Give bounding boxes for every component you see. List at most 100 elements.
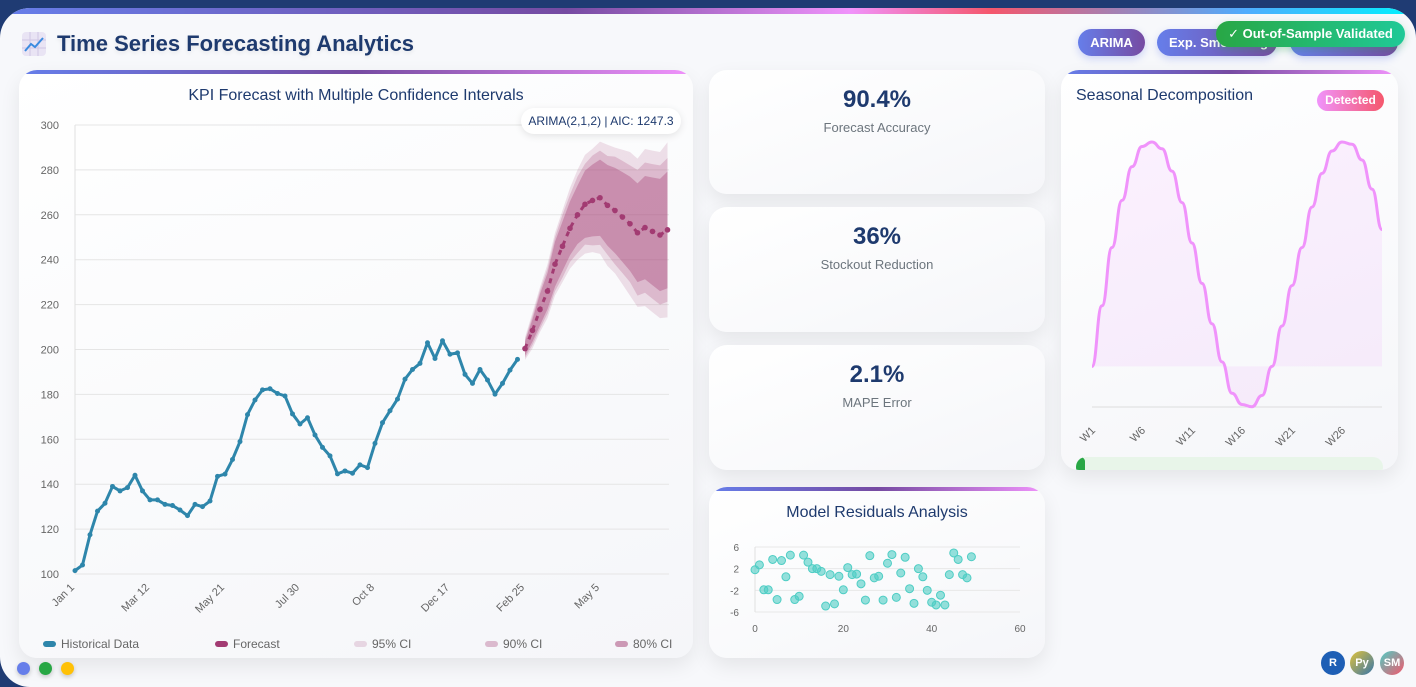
legend-label: 90% CI (503, 637, 543, 651)
residual-point (830, 599, 839, 609)
residual-point (799, 550, 809, 560)
x-tick-label: 0 (752, 624, 758, 635)
x-tick-label: Jul 30 (273, 582, 302, 611)
chart-title: KPI Forecast with Multiple Confidence In… (188, 87, 524, 104)
legend-forecast[interactable]: Forecast (215, 637, 280, 651)
model-annotation: ARIMA(2,1,2) | AIC: 1247.3 (521, 108, 681, 134)
historical-point (237, 439, 243, 445)
historical-point (500, 380, 505, 386)
historical-point (102, 500, 108, 506)
status-dot-blue (17, 662, 30, 675)
residual-point (816, 566, 826, 576)
forecast-point (537, 306, 543, 313)
x-tick-label: Feb 25 (494, 582, 527, 615)
historical-point (110, 483, 115, 489)
historical-point (125, 485, 130, 491)
historical-point (72, 568, 78, 574)
forecast-point (529, 327, 536, 334)
historical-point (387, 408, 393, 414)
forecast-point (582, 201, 588, 208)
historical-point (342, 468, 348, 474)
kpi-label: MAPE Error (842, 395, 912, 410)
detected-badge: Detected (1317, 90, 1384, 111)
residual-point (966, 552, 976, 562)
forecast-chart: 100 120 140 160 180 200 220 240 260 280 300 Jan 1 Ma… (41, 120, 671, 616)
residual-point (856, 579, 866, 589)
kpi-card-mape: 2.1% MAPE Error (709, 345, 1045, 470)
tech-badge-r[interactable]: R (1321, 651, 1345, 675)
historical-point (477, 366, 483, 372)
historical-point (200, 504, 205, 510)
y-tick-label: 240 (41, 255, 59, 267)
y-tick-label: 6 (733, 543, 739, 554)
badge-arima[interactable]: ARIMA (1078, 29, 1145, 56)
historical-point (177, 507, 183, 513)
progress-fill (1076, 457, 1086, 470)
historical-point (192, 501, 198, 507)
historical-point (95, 508, 100, 514)
ci-band-95 (525, 141, 668, 360)
seasonal-chart: W1 W6 W11 W16 W21 W26 (1078, 140, 1384, 449)
residual-point (918, 572, 928, 582)
historical-point (417, 360, 423, 366)
legend-label: 80% CI (633, 637, 673, 651)
forecast-point (634, 229, 641, 236)
residual-point (781, 572, 791, 582)
historical-point (462, 371, 468, 377)
legend-ci95[interactable]: 95% CI (354, 637, 411, 651)
x-tick-label: W26 (1324, 425, 1348, 449)
y-tick-label: 180 (41, 389, 59, 401)
forecast-point (642, 224, 648, 231)
legend-historical[interactable]: Historical Data (43, 637, 139, 651)
residual-point (803, 557, 813, 567)
historical-point (80, 562, 85, 568)
legend-swatch (615, 641, 628, 647)
dashboard-window: Time Series Forecasting Analytics ARIMA … (0, 8, 1416, 687)
legend-label: 95% CI (372, 637, 412, 651)
forecast-point (657, 232, 663, 238)
historical-point (350, 470, 355, 476)
tech-badge-python[interactable]: Py (1350, 651, 1374, 675)
historical-point (365, 465, 370, 471)
residuals-title: Model Residuals Analysis (786, 504, 968, 521)
forecast-point (649, 228, 656, 235)
ci-band-80 (525, 159, 668, 356)
historical-point (357, 462, 363, 468)
legend-ci80[interactable]: 80% CI (615, 637, 672, 651)
historical-point (380, 420, 385, 426)
historical-point (147, 497, 153, 503)
residual-point (821, 601, 831, 611)
legend-label: Forecast (233, 637, 280, 651)
seasonal-card: Seasonal Decomposition Detected W1 W6 W11 W… (1061, 70, 1398, 470)
x-tick-label: W16 (1224, 425, 1248, 449)
residual-point (878, 595, 888, 605)
residuals-card: Model Residuals Analysis 6 2 -2 -6 0 20 40 60 (709, 487, 1045, 658)
y-tick-label: 140 (41, 479, 59, 491)
historical-point (395, 396, 400, 402)
legend-ci90[interactable]: 90% CI (485, 637, 542, 651)
legend-swatch (43, 641, 56, 647)
historical-point (507, 367, 513, 373)
historical-point (215, 473, 220, 479)
kpi-value: 90.4% (842, 86, 912, 113)
forecast-point (664, 227, 671, 233)
historical-point (320, 444, 325, 450)
residual-point (763, 585, 773, 595)
historical-point (252, 397, 258, 403)
forecast-point (559, 243, 566, 250)
x-tick-label: 20 (838, 624, 850, 635)
forecast-point (552, 261, 558, 267)
historical-point (372, 440, 378, 446)
x-tick-label: Dec 17 (419, 582, 452, 615)
tech-badge-statsmodels[interactable]: SM (1380, 651, 1404, 675)
historical-point (245, 412, 250, 418)
forecast-point (544, 288, 551, 294)
y-tick-label: -2 (730, 586, 739, 597)
forecast-point (619, 214, 626, 220)
seasonal-title: Seasonal Decomposition (1076, 87, 1253, 104)
seasonal-progress-bar (1076, 457, 1383, 470)
kpi-card-stockout: 36% Stockout Reduction (709, 207, 1045, 332)
kpi-value: 36% (852, 223, 902, 250)
historical-point (170, 503, 175, 509)
historical-point (140, 488, 145, 494)
